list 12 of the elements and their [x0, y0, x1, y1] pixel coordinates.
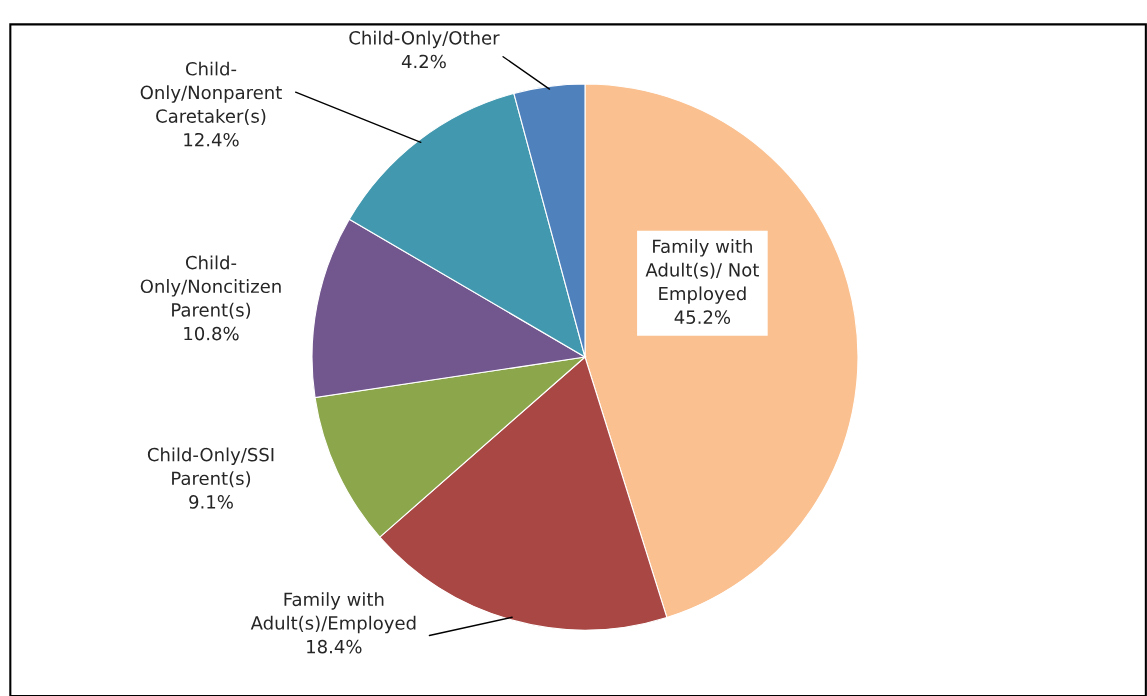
- data-label: 9.1%: [189, 495, 233, 509]
- slice-label: Child-Only/Other: [349, 30, 500, 49]
- slice-label: Child-Only/SSI Parent(s): [147, 447, 274, 488]
- data-label: 18.4%: [307, 639, 362, 654]
- slice-label: Family with Adult(s)/ Not Employed: [645, 239, 759, 304]
- slice-label: Child- Only/Nonparent Caretaker(s): [140, 61, 282, 126]
- data-label: 4.2%: [401, 54, 446, 69]
- slice-label: Child- Only/Noncitizen Parent(s): [140, 255, 281, 319]
- data-label: 10.8%: [184, 326, 239, 341]
- slice-label: Family with Adult(s)/Employed: [250, 592, 416, 634]
- data-label: 45.2%: [674, 310, 731, 324]
- data-label: 12.4%: [184, 132, 239, 147]
